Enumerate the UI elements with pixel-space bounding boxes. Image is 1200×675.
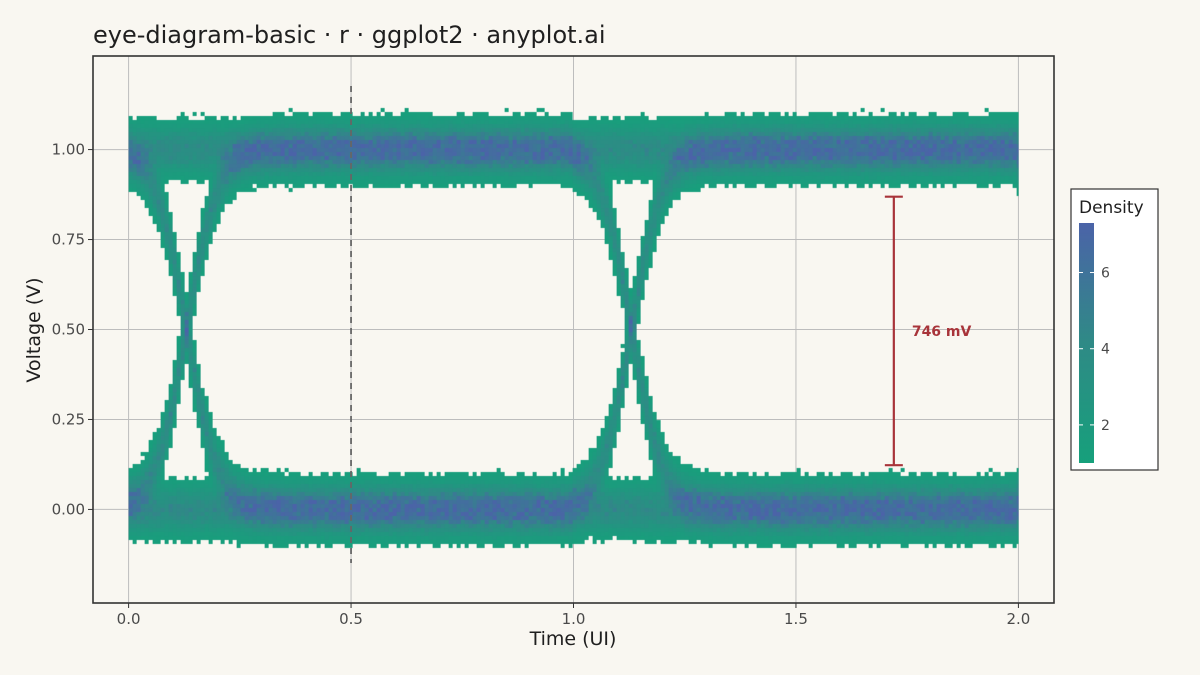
eye-opening-annotation: 746 mV — [884, 195, 972, 467]
x-tick-label: 0.5 — [339, 610, 363, 628]
y-axis-label: Voltage (V) — [23, 277, 45, 382]
legend-title: Density — [1079, 198, 1144, 218]
legend-tick-label: 4 — [1101, 342, 1110, 358]
legend-colorbar — [1079, 223, 1094, 463]
y-tick-label: 0.00 — [52, 500, 85, 518]
y-axis-ticks: 0.00 0.25 0.50 0.75 1.00 — [52, 141, 93, 518]
x-tick-label: 0.0 — [117, 610, 141, 628]
y-tick-label: 0.50 — [52, 321, 85, 339]
eye-opening-label: 746 mV — [912, 324, 972, 340]
y-tick-label: 0.25 — [52, 410, 85, 428]
x-tick-label: 1.0 — [562, 610, 586, 628]
x-tick-label: 1.5 — [784, 610, 808, 628]
x-tick-label: 2.0 — [1006, 610, 1030, 628]
legend-tick-label: 6 — [1101, 266, 1110, 282]
density-raster — [128, 56, 1019, 603]
legend-ticks: 2 4 6 — [1079, 266, 1110, 434]
x-axis-ticks: 0.0 0.5 1.0 1.5 2.0 — [117, 603, 1030, 628]
density-legend: Density 2 4 6 — [1070, 188, 1159, 471]
density-heatmap — [128, 56, 1019, 603]
x-axis-label: Time (UI) — [529, 628, 617, 650]
y-tick-label: 0.75 — [52, 231, 85, 249]
chart-title: eye-diagram-basic · r · ggplot2 · anyplo… — [93, 21, 606, 49]
legend-tick-label: 2 — [1101, 418, 1110, 434]
y-tick-label: 1.00 — [52, 141, 85, 159]
